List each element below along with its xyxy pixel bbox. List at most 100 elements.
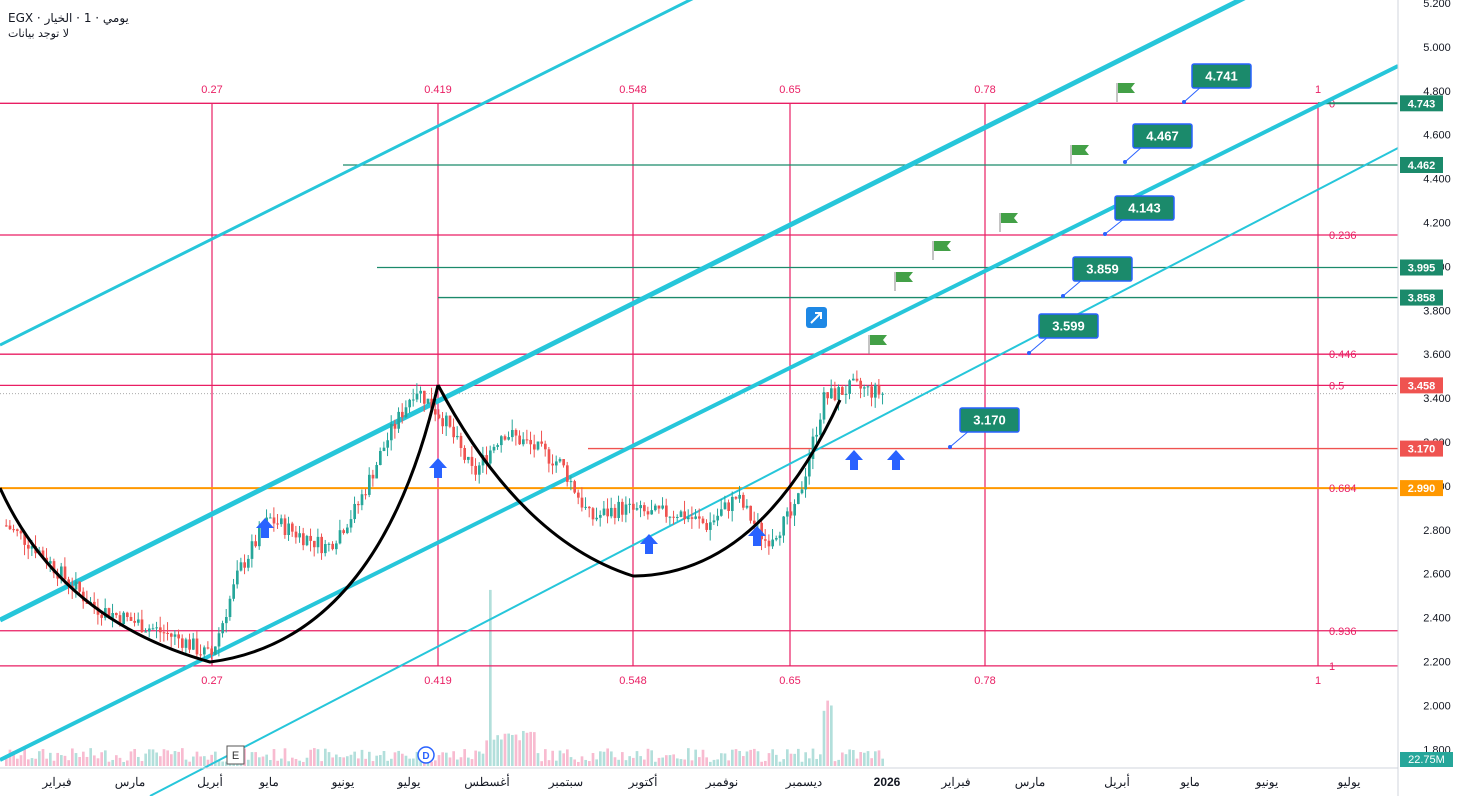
- volume-bar: [566, 749, 569, 766]
- fib-price-label: 0.236: [1329, 230, 1357, 242]
- volume-bar: [474, 750, 477, 766]
- price-badge: [1400, 289, 1443, 306]
- symbol-info: يومي · 1 · الخيار: [44, 11, 129, 25]
- candle-body: [558, 459, 562, 462]
- candle-body: [635, 508, 639, 510]
- candle-body: [386, 440, 389, 448]
- price-badge: [1400, 377, 1443, 394]
- candle-body: [863, 387, 866, 389]
- fib-time-label-top: 1: [1315, 84, 1321, 96]
- volume-bar: [419, 760, 422, 766]
- flag-icon: [896, 272, 913, 282]
- fib-time-zones: 0.27 0.27 0.419 0.419 0.548 0.548 0.65 0.65 0.78…: [201, 84, 1321, 687]
- earnings-event-icon: [226, 745, 245, 765]
- volume-bar: [140, 761, 144, 766]
- flag-icon: [1072, 145, 1089, 155]
- price-badge: [1400, 156, 1443, 173]
- candle-body: [749, 505, 752, 521]
- time-axis[interactable]: فبراير مارس أبريل مايو يونيو يوليو أغسطس سبتمبر…: [0, 767, 1398, 789]
- candle-body: [12, 529, 15, 531]
- candle-body: [305, 535, 309, 546]
- time-tick: يونيو: [1255, 775, 1279, 789]
- volume-bar: [558, 750, 562, 766]
- volume-bar: [56, 752, 59, 766]
- arrow-up-icon: [256, 518, 274, 538]
- volume-bar: [764, 760, 767, 766]
- candle-body: [254, 541, 257, 547]
- target-point: [1182, 100, 1186, 104]
- volume-bar: [782, 759, 785, 766]
- volume-bar: [192, 756, 195, 766]
- volume-bar: [357, 758, 360, 766]
- candle-body: [115, 612, 118, 616]
- candle-body: [232, 584, 235, 599]
- symbol-name[interactable]: EGX: [8, 11, 34, 25]
- volume-bar: [445, 752, 448, 766]
- volume-bar: [500, 739, 503, 766]
- candle-body: [19, 530, 23, 534]
- volume-bar: [632, 757, 635, 766]
- candle-body: [294, 531, 298, 538]
- candle-body: [731, 496, 734, 512]
- candle-body: [694, 516, 697, 519]
- candle-body: [419, 390, 422, 394]
- volume-bar: [324, 748, 327, 766]
- candle-body: [393, 423, 397, 429]
- candle-body: [390, 423, 393, 441]
- volume-bar: [830, 705, 833, 766]
- volume-bar: [643, 759, 646, 766]
- volume-bar: [624, 760, 628, 766]
- volume-bar: [833, 761, 837, 766]
- candle-body: [258, 527, 261, 547]
- candle-body: [192, 638, 195, 650]
- volume-bar: [188, 761, 191, 766]
- candle-body: [144, 631, 147, 633]
- annotations: 4.741 4.467 4.143 3.859 3.599 3.170 E D: [226, 63, 1252, 765]
- volume-bar: [756, 751, 760, 766]
- candle-body: [870, 386, 873, 398]
- candle-body: [276, 523, 279, 525]
- volume-bar: [877, 750, 881, 766]
- candle-body: [63, 566, 67, 580]
- volume-bar: [38, 751, 41, 766]
- candle-body: [459, 435, 463, 448]
- volume-bar: [316, 749, 320, 766]
- volume-bar: [808, 758, 811, 766]
- volume-bar: [544, 749, 547, 766]
- volume-bar: [272, 749, 276, 766]
- arrow-up-icon: [887, 450, 905, 470]
- volume-bar: [100, 752, 103, 766]
- volume-bar: [492, 739, 496, 766]
- volume-badge-value: 22.75M: [1408, 754, 1445, 766]
- candle-body: [313, 540, 316, 548]
- price-tick: 4.800: [1423, 86, 1451, 98]
- volume-bar: [382, 750, 386, 766]
- volume-bar: [837, 759, 840, 766]
- price-badge-value: 4.743: [1408, 98, 1436, 110]
- no-data-text: لا توجد بيانات: [8, 27, 70, 40]
- candle-body: [474, 465, 477, 475]
- candle-body: [621, 501, 624, 515]
- candle-body: [874, 384, 877, 398]
- dividend-event-label: D: [422, 751, 429, 762]
- price-tick: 2.800: [1423, 525, 1451, 537]
- candle-body: [826, 392, 829, 399]
- volume-bar: [71, 748, 74, 766]
- candle-body: [283, 518, 287, 536]
- candle-body: [837, 387, 840, 401]
- volume-bar: [701, 749, 705, 766]
- volume-bar: [635, 751, 639, 766]
- candle-body: [236, 570, 239, 585]
- candle-body: [588, 506, 591, 509]
- candle-body: [800, 489, 804, 494]
- volume-bar: [298, 760, 301, 766]
- candle-body: [23, 533, 26, 545]
- candle-body: [27, 544, 30, 549]
- price-badge: [1400, 480, 1443, 497]
- candle-body: [382, 447, 386, 452]
- candle-body: [137, 619, 140, 623]
- volume-bar: [217, 760, 221, 766]
- volume-bar: [19, 755, 23, 766]
- price-axis[interactable]: 5.2005.0004.8004.6004.4004.2004.0003.800…: [1397, 0, 1457, 796]
